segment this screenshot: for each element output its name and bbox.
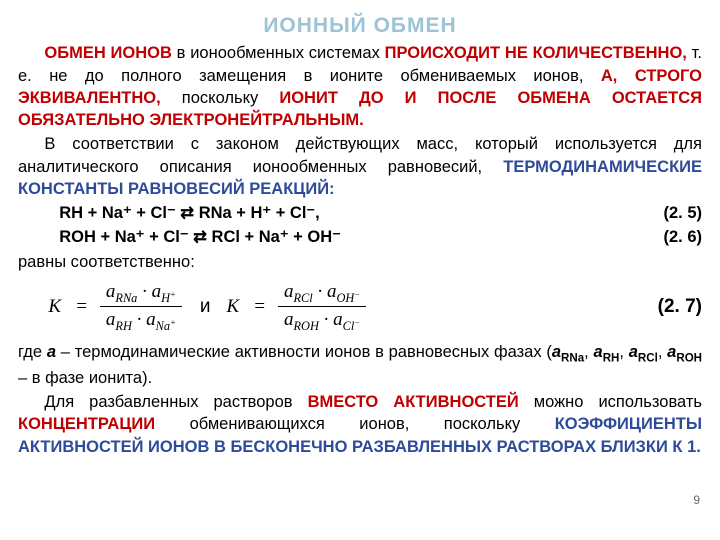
- page-title: ИОННЫЙ ОБМЕН: [18, 12, 702, 40]
- p1-t3: поскольку: [161, 89, 280, 107]
- p1-red-1: ОБМЕН ИОНОВ: [44, 44, 172, 62]
- p1-red-2: ПРОИСХОДИТ НЕ КОЛИЧЕСТВЕННО,: [385, 44, 687, 62]
- equation-1: RH + Na⁺ + Cl⁻ ⇄ RNa + H⁺ + Cl⁻, (2. 5): [18, 202, 702, 224]
- eq-sign-2: =: [253, 294, 266, 320]
- eq1-text: RH + Na⁺ + Cl⁻ ⇄ RNa + H⁺ + Cl⁻,: [59, 202, 319, 224]
- fraction-1: aRNa · aH+ aRH · aNa+: [100, 279, 182, 335]
- eq-sign-1: =: [75, 294, 88, 320]
- page-number: 9: [693, 492, 700, 508]
- eq1-num: (2. 5): [663, 202, 702, 224]
- eq2-num: (2. 6): [663, 226, 702, 248]
- paragraph-3: равны соответственно:: [18, 251, 702, 273]
- paragraph-2: В соответствии с законом действующих мас…: [18, 133, 702, 200]
- paragraph-5: Для разбавленных растворов ВМЕСТО АКТИВН…: [18, 391, 702, 458]
- and-word: и: [200, 294, 211, 320]
- paragraph-1: ОБМЕН ИОНОВ в ионообменных системах ПРОИ…: [18, 42, 702, 131]
- formula-row: K = aRNa · aH+ aRH · aNa+ и K = aRCl · a…: [48, 279, 702, 335]
- K1: K: [48, 294, 61, 320]
- fraction-2: aRCl · aOH− aROH · aCl−: [278, 279, 366, 335]
- eq2-text: ROH + Na⁺ + Cl⁻ ⇄ RCl + Na⁺ + OH⁻: [59, 226, 341, 248]
- equation-2: ROH + Na⁺ + Cl⁻ ⇄ RCl + Na⁺ + OH⁻ (2. 6): [18, 226, 702, 248]
- p1-t1: в ионообменных системах: [172, 44, 385, 62]
- paragraph-4: где a – термодинамические активности ион…: [18, 341, 702, 389]
- K2: K: [226, 294, 239, 320]
- eq3-num: (2. 7): [658, 294, 702, 320]
